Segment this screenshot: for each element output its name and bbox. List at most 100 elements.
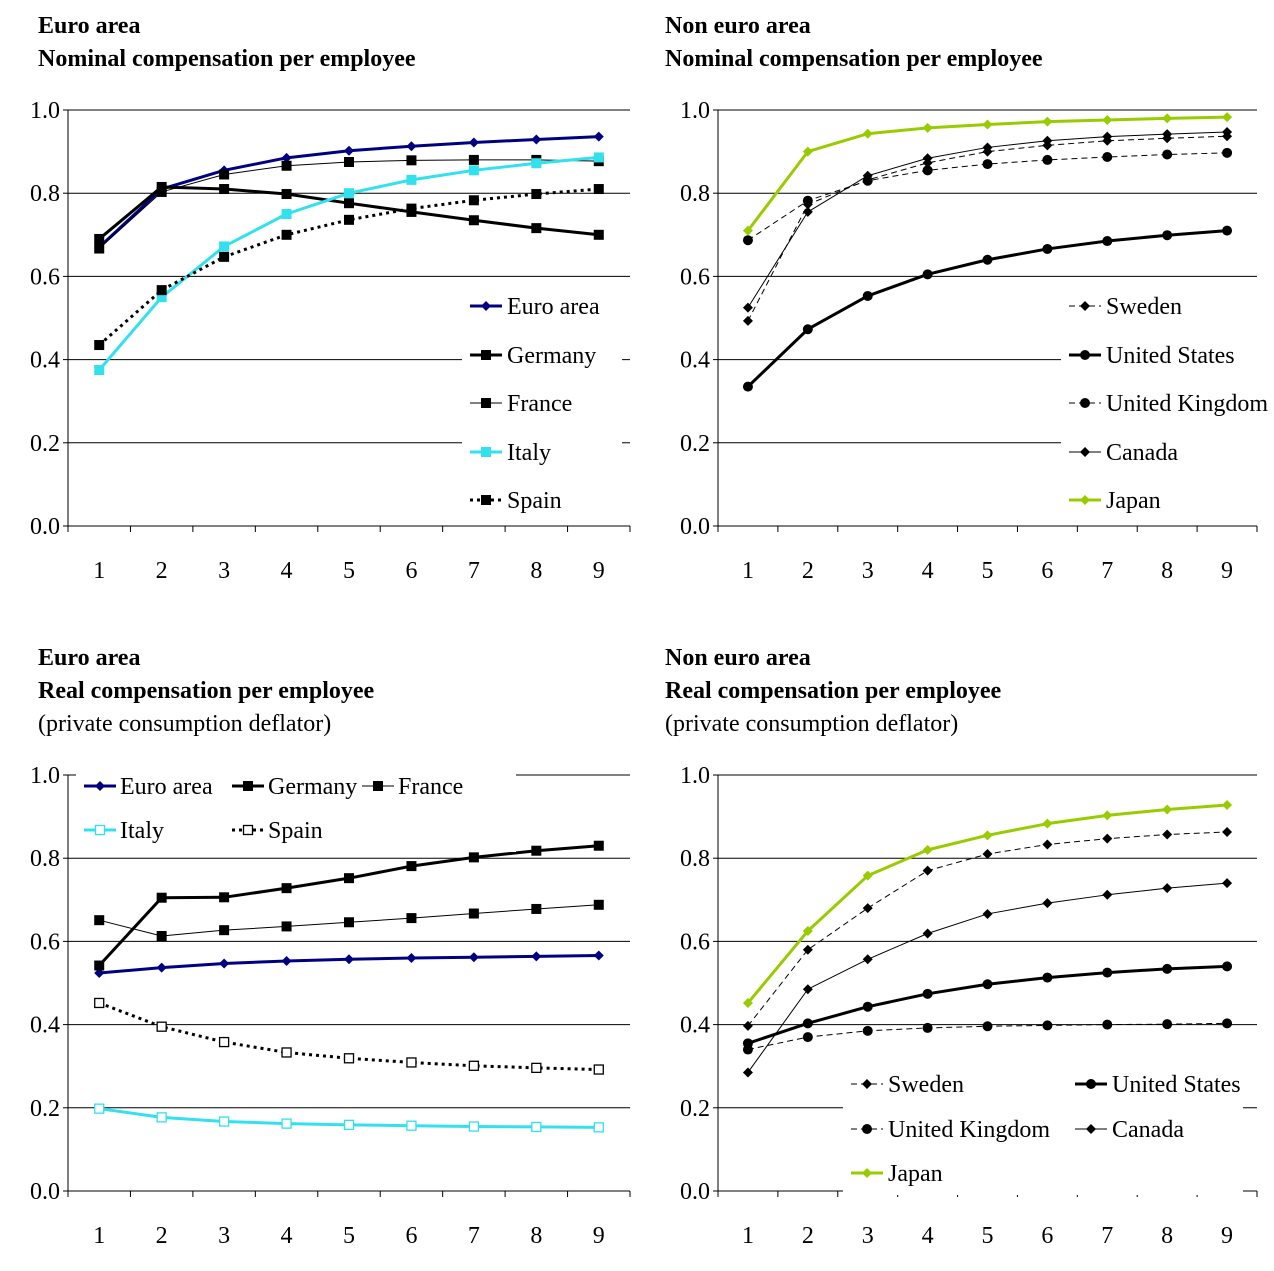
series-group [94, 840, 604, 1133]
x-tick-label: 5 [982, 1223, 994, 1249]
data-point [1102, 1019, 1113, 1030]
data-point [593, 950, 604, 961]
data-point [281, 1047, 292, 1058]
data-point [982, 142, 993, 153]
x-tick-label: 7 [468, 558, 480, 584]
x-tick-label: 5 [343, 1223, 355, 1249]
legend-swatch-marker [1080, 447, 1090, 457]
legend: Sweden United States United Kingdom Canada J… [843, 1062, 1243, 1195]
x-tick-label: 7 [468, 1223, 480, 1249]
data-point [94, 340, 105, 351]
series-line [98, 844, 599, 967]
x-tick-label: 2 [156, 558, 168, 584]
data-point [1222, 127, 1233, 138]
data-point [156, 285, 167, 296]
data-point [922, 844, 933, 855]
data-point [742, 1020, 753, 1031]
legend-label: Sweden [1106, 294, 1182, 320]
legend-item-france: France [470, 391, 572, 417]
chart-title-line-1: Non euro area [665, 645, 811, 671]
data-point [802, 195, 813, 206]
chart-title-line-2: Real compensation per employee [665, 678, 1002, 704]
data-point [862, 903, 873, 914]
data-point [1102, 810, 1113, 821]
legend-item-united-states: United States [1069, 343, 1235, 369]
data-point [1042, 116, 1053, 127]
data-point [1162, 829, 1173, 840]
y-tick-label: 0.0 [30, 1179, 60, 1205]
legend-label: Italy [120, 818, 164, 844]
y-tick-label: 0.8 [680, 846, 710, 872]
data-point [593, 131, 604, 142]
x-tick-label: 2 [802, 1223, 814, 1249]
data-point [1042, 898, 1053, 909]
data-point [1162, 1019, 1173, 1030]
data-point [281, 955, 292, 966]
data-point [742, 225, 753, 236]
data-point [406, 913, 417, 924]
data-point [281, 921, 292, 932]
x-tick-label: 8 [1161, 1223, 1173, 1249]
data-point [802, 926, 813, 936]
legend-label: United States [1106, 343, 1235, 369]
legend-label: United States [1112, 1072, 1241, 1098]
data-point [94, 233, 105, 244]
x-tick-label: 6 [1041, 1223, 1053, 1249]
y-tick-label: 0.0 [680, 514, 710, 540]
legend-swatch-marker [862, 1168, 872, 1178]
y-tick-label: 0.6 [30, 929, 60, 955]
y-tick-label: 0.2 [30, 1096, 60, 1122]
legend-item-italy: Italy [470, 440, 551, 466]
data-point [344, 145, 354, 156]
chart-panel-euro-nominal: Euro area Nominal compensation per emplo… [30, 10, 675, 639]
data-point [593, 840, 604, 851]
data-point [531, 845, 542, 856]
data-point [344, 188, 354, 199]
data-point [593, 229, 604, 240]
legend-background [1061, 281, 1271, 525]
x-tick-label: 3 [862, 558, 874, 584]
data-point [344, 954, 354, 965]
legend-swatch-marker [481, 398, 491, 408]
chart-title-line-1: Euro area [38, 645, 141, 671]
legend-swatch-marker [862, 1079, 872, 1089]
chart-title-line-2: Nominal compensation per employee [38, 46, 416, 72]
axes: 0.0 0.2 0.4 0.6 0.8 1.0 1 2 3 4 5 6 7 8 9 [680, 98, 1258, 584]
x-tick-label: 6 [405, 558, 417, 584]
data-point [1102, 967, 1113, 978]
y-tick-label: 0.2 [680, 431, 710, 457]
legend-swatch-marker [481, 301, 491, 311]
data-point [219, 958, 230, 969]
x-tick-label: 4 [922, 1223, 934, 1249]
data-point [468, 952, 479, 963]
series-group [94, 131, 604, 375]
data-point [922, 122, 933, 133]
series-euro-area [94, 950, 604, 979]
data-point [1162, 963, 1173, 974]
data-point [982, 1021, 993, 1032]
legend-swatch-marker [1086, 1079, 1096, 1089]
chart-title: Euro area Real compensation per employee… [38, 642, 374, 741]
data-point [1222, 112, 1233, 123]
legend-label: Spain [268, 818, 323, 844]
series-italy [94, 1103, 604, 1133]
data-point [468, 852, 479, 863]
legend: Euro area Germany France Italy Spain [76, 764, 516, 852]
data-point [94, 365, 105, 375]
x-tick-label: 5 [343, 558, 355, 584]
data-point [344, 917, 354, 928]
chart-title-line-2: Real compensation per employee [38, 678, 375, 704]
legend-label: Euro area [120, 774, 213, 800]
data-point [742, 235, 753, 246]
data-point [468, 1121, 480, 1132]
legend-swatch-marker [373, 781, 383, 791]
legend-swatch-marker [243, 781, 253, 791]
data-point [281, 1118, 292, 1129]
legend-item-euro-area: Euro area [84, 774, 213, 800]
data-point [742, 997, 753, 1008]
x-tick-label: 7 [1101, 1223, 1113, 1249]
x-tick-label: 8 [530, 1223, 542, 1249]
legend-item-italy: Italy [84, 818, 164, 844]
data-point [94, 1103, 105, 1114]
x-tick-label: 9 [1221, 558, 1233, 584]
